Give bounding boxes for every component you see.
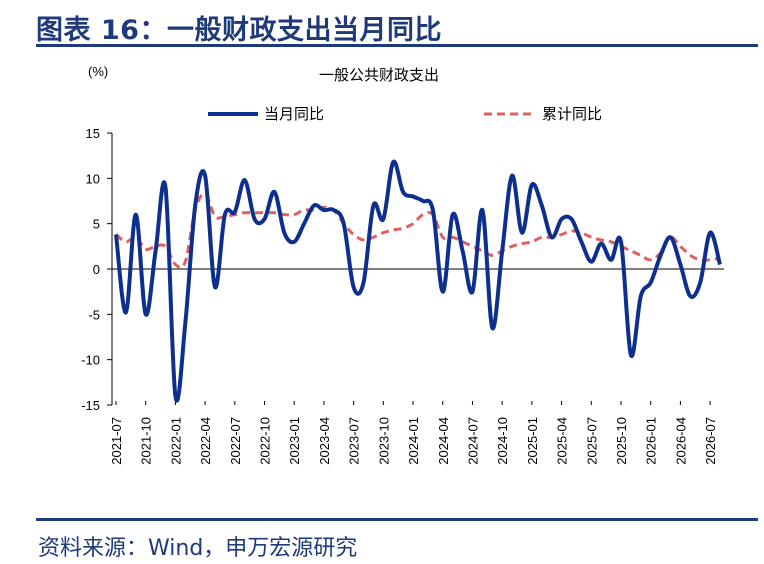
title-divider [36, 44, 758, 47]
x-tick-label: 2022-04 [198, 417, 213, 465]
source-note: 资料来源：Wind，申万宏源研究 [38, 536, 358, 561]
y-tick-label: 5 [93, 217, 100, 232]
series-line-monthly [114, 159, 722, 403]
legend: 当月同比 累计同比 [208, 105, 602, 123]
footer-divider [36, 518, 758, 521]
x-tick-label: 2026-07 [703, 417, 718, 465]
page-title: 图表 16：一般财政支出当月同比 [36, 15, 442, 46]
x-tick-label: 2022-07 [228, 417, 243, 465]
series-line-cumulative [115, 192, 721, 269]
legend-label-cumulative: 累计同比 [542, 105, 602, 123]
x-tick-label: 2024-10 [495, 417, 510, 465]
y-tick-label: -10 [81, 353, 100, 368]
x-tick-label: 2025-10 [614, 417, 629, 465]
x-tick-label: 2023-07 [347, 417, 362, 465]
x-tick-label: 2023-04 [317, 417, 332, 465]
x-tick-label: 2021-10 [139, 417, 154, 465]
x-tick-label: 2026-04 [673, 417, 688, 465]
x-tick-label: 2021-07 [109, 417, 124, 465]
x-tick-label: 2025-01 [525, 417, 540, 465]
x-tick-label: 2022-10 [258, 417, 273, 465]
x-tick-label: 2025-07 [584, 417, 599, 465]
x-tick-label: 2025-04 [555, 417, 570, 465]
x-tick-label: 2026-01 [644, 417, 659, 465]
chart-title: 一般公共财政支出 [319, 66, 439, 84]
y-tick-label: -15 [81, 398, 100, 413]
x-tick-label: 2024-04 [436, 417, 451, 465]
x-tick-label: 2024-07 [465, 417, 480, 465]
y-tick-label: 15 [86, 126, 100, 141]
y-axis-unit-label: (%) [88, 64, 108, 79]
x-tick-label: 2022-01 [168, 417, 183, 465]
legend-label-monthly: 当月同比 [264, 105, 324, 123]
x-tick-label: 2024-01 [406, 417, 421, 465]
x-tick-label: 2023-10 [376, 417, 391, 465]
y-tick-label: 10 [86, 171, 100, 186]
y-tick-label: 0 [93, 262, 100, 277]
x-tick-label: 2023-01 [287, 417, 302, 465]
y-tick-label: -5 [88, 307, 100, 322]
